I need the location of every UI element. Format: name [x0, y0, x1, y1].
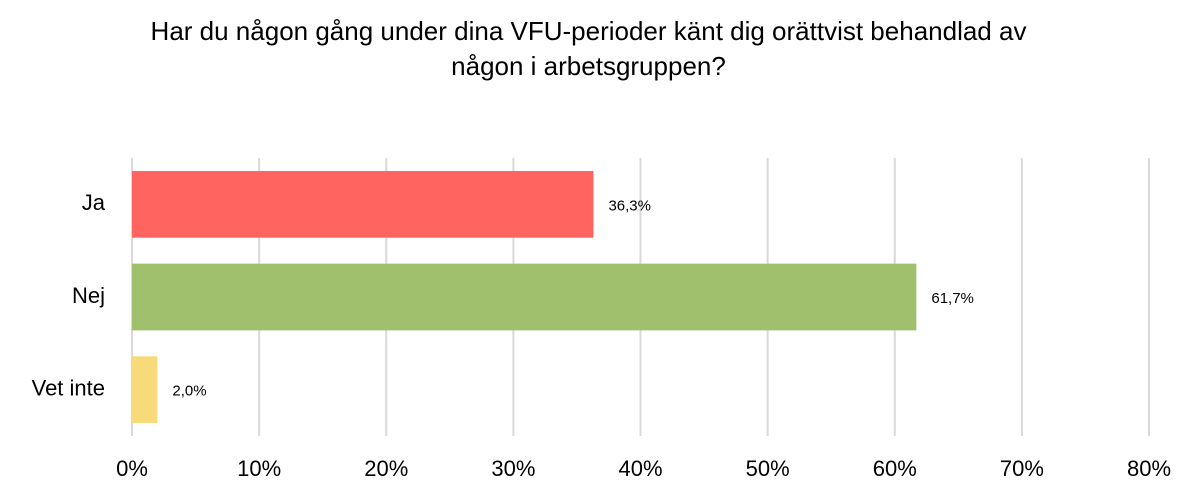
- value-label: 61,7%: [931, 290, 974, 307]
- value-label: 2,0%: [172, 383, 206, 400]
- x-tick-label: 30%: [491, 456, 535, 481]
- x-tick-label: 50%: [746, 456, 790, 481]
- x-tick-label: 0%: [116, 456, 148, 481]
- x-tick-label: 80%: [1127, 456, 1171, 481]
- chart-title-box: Har du någon gång under dina VFU-periode…: [0, 14, 1177, 84]
- x-tick-label: 40%: [618, 456, 662, 481]
- x-tick-label: 20%: [364, 456, 408, 481]
- value-label: 36,3%: [608, 197, 651, 214]
- x-tick-label: 60%: [873, 456, 917, 481]
- y-tick-label: Ja: [82, 190, 106, 215]
- x-tick-label: 10%: [237, 456, 281, 481]
- bar: [132, 263, 917, 331]
- x-tick-label: 70%: [1000, 456, 1044, 481]
- bar: [132, 356, 158, 424]
- bar: [132, 170, 594, 238]
- chart-title: Har du någon gång under dina VFU-periode…: [150, 16, 1027, 81]
- y-tick-label: Vet inte: [32, 375, 105, 400]
- y-tick-label: Nej: [72, 283, 105, 308]
